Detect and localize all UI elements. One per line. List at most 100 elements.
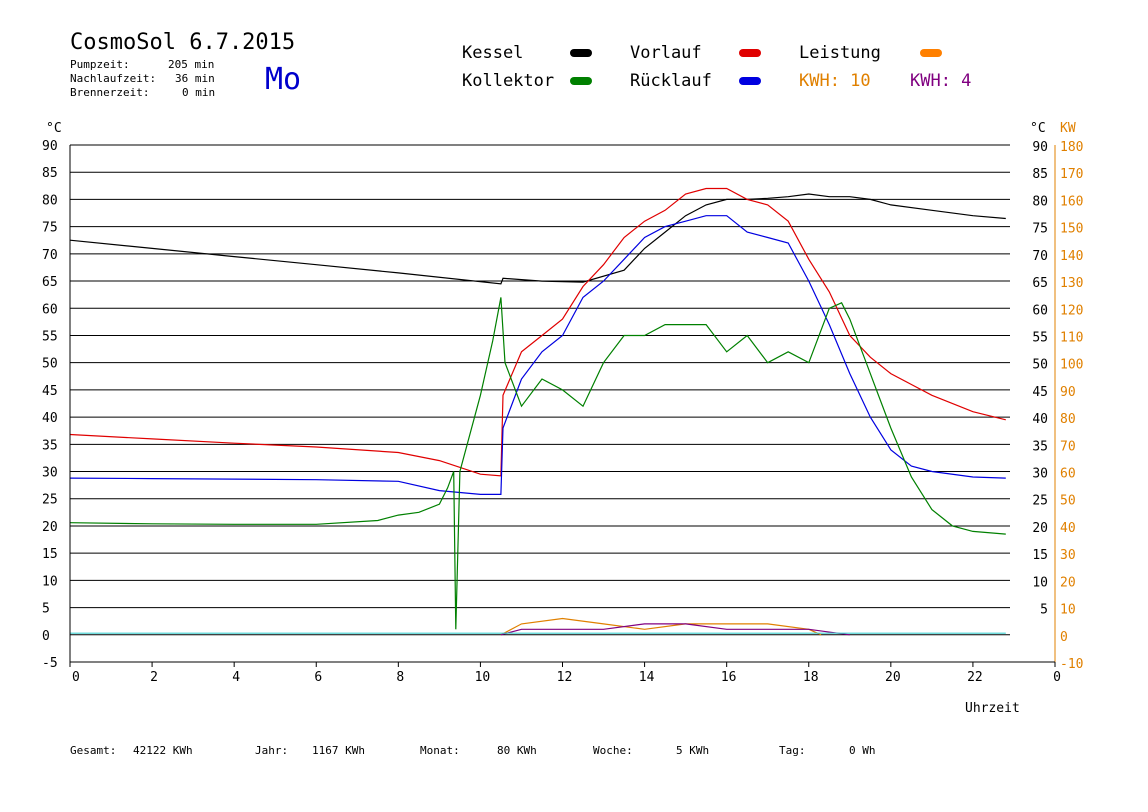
y-right-power-tick-label: 0 xyxy=(1060,630,1068,645)
y-right-temp-tick-label: 20 xyxy=(1032,521,1048,536)
y-right-temp-tick-label: 45 xyxy=(1032,385,1048,400)
x-tick-label: 2 xyxy=(150,670,158,685)
x-tick-label: 4 xyxy=(232,670,240,685)
y-right-power-tick-label: 140 xyxy=(1060,249,1083,264)
y-tick-label: -5 xyxy=(42,656,58,671)
y-right-temp-tick-label: 10 xyxy=(1032,575,1048,590)
y-tick-label: 85 xyxy=(42,166,58,181)
y-tick-label: 35 xyxy=(42,438,58,453)
x-tick-label: 0 xyxy=(72,670,80,685)
page-title: CosmoSol 6.7.2015 xyxy=(70,30,296,55)
stat-value-brennerzeit: 0 min xyxy=(182,86,216,99)
footer-gesamt-label: Gesamt: xyxy=(70,744,117,757)
y-right-power-tick-label: 130 xyxy=(1060,276,1083,291)
y-right-power-tick-label: 110 xyxy=(1060,330,1083,345)
y-right-power-tick-label: 20 xyxy=(1060,575,1076,590)
stat-label-pumpzeit: Pumpzeit: xyxy=(70,58,130,71)
x-tick-label: 12 xyxy=(557,670,573,685)
legend-leistung-label: Leistung xyxy=(799,43,881,63)
legend-vorlauf-swatch xyxy=(739,49,761,57)
temperature-chart: 0 2 4 6 8 10 12 14 16 18 20 22 0-5051015202530354045… xyxy=(42,121,1083,685)
y-right-temp-unit: °C xyxy=(1030,121,1046,136)
y-right-temp-tick-label: 15 xyxy=(1032,548,1048,563)
footer-gesamt-value: 42122 KWh xyxy=(133,744,193,757)
footer-jahr-label: Jahr: xyxy=(255,744,289,757)
y-tick-label: 50 xyxy=(42,357,58,372)
legend-ruecklauf-label: Rücklauf xyxy=(630,71,712,91)
y-right-temp-tick-label: 85 xyxy=(1032,167,1048,182)
y-tick-label: 80 xyxy=(42,193,58,208)
y-tick-label: 30 xyxy=(42,466,58,481)
y-right-power-tick-label: 80 xyxy=(1060,412,1076,427)
legend-leistung-swatch xyxy=(920,49,942,57)
y-tick-label: 40 xyxy=(42,411,58,426)
stat-value-pumpzeit: 205 min xyxy=(168,58,215,71)
footer-woche-label: Woche: xyxy=(593,744,633,757)
x-tick-label: 6 xyxy=(314,670,322,685)
footer-jahr-value: 1167 KWh xyxy=(312,744,365,757)
series-line-5 xyxy=(500,623,850,636)
y-tick-label: 15 xyxy=(42,547,58,562)
y-right-power-tick-label: 160 xyxy=(1060,194,1083,209)
y-tick-label: 10 xyxy=(42,574,58,589)
legend-ruecklauf-swatch xyxy=(739,77,761,85)
series-line-2 xyxy=(69,215,1006,495)
footer-woche-value: 5 KWh xyxy=(676,744,710,757)
y-tick-label: 90 xyxy=(42,139,58,154)
y-right-power-tick-label: 40 xyxy=(1060,521,1076,536)
legend-kessel-swatch xyxy=(570,49,592,57)
footer-monat-value: 80 KWh xyxy=(497,744,537,757)
x-tick-label: 14 xyxy=(639,670,655,685)
y-tick-label: 60 xyxy=(42,302,58,317)
legend-kessel-label: Kessel xyxy=(462,43,524,63)
y-tick-label: 75 xyxy=(42,221,58,236)
y-right-power-tick-label: 90 xyxy=(1060,385,1076,400)
y-right-power-tick-label: 120 xyxy=(1060,303,1083,318)
stat-value-nachlaufzeit: 36 min xyxy=(175,72,215,85)
y-tick-label: 45 xyxy=(42,384,58,399)
y-right-temp-tick-label: 25 xyxy=(1032,494,1048,509)
footer-tag-label: Tag: xyxy=(779,744,806,757)
y-tick-label: 5 xyxy=(42,602,50,617)
y-tick-label: 0 xyxy=(42,629,50,644)
legend-kollektor-label: Kollektor xyxy=(462,71,555,91)
x-axis-label: Uhrzeit xyxy=(965,701,1020,716)
y-right-power-tick-label: 10 xyxy=(1060,603,1076,618)
legend-vorlauf-label: Vorlauf xyxy=(630,43,702,63)
y-tick-label: 65 xyxy=(42,275,58,290)
y-right-power-tick-label: 50 xyxy=(1060,494,1076,509)
y-right-power-tick-label: 150 xyxy=(1060,222,1083,237)
y-right-temp-tick-label: 60 xyxy=(1032,303,1048,318)
y-right-temp-tick-label: 50 xyxy=(1032,358,1048,373)
y-tick-label: 70 xyxy=(42,248,58,263)
y-tick-label: 55 xyxy=(42,329,58,344)
y-right-power-tick-label: 60 xyxy=(1060,467,1076,482)
y-right-temp-tick-label: 55 xyxy=(1032,330,1048,345)
y-right-temp-tick-label: 40 xyxy=(1032,412,1048,427)
footer-monat-label: Monat: xyxy=(420,744,460,757)
x-tick-label: 20 xyxy=(885,670,901,685)
y-right-power-tick-label: 30 xyxy=(1060,548,1076,563)
y-right-temp-tick-label: 80 xyxy=(1032,194,1048,209)
series-line-0 xyxy=(69,193,1006,285)
y-right-power-tick-label: 100 xyxy=(1060,358,1083,373)
legend-kwh2-label: KWH: 4 xyxy=(910,71,972,91)
x-tick-label: 18 xyxy=(803,670,819,685)
y-tick-label: 20 xyxy=(42,520,58,535)
x-tick-label: 16 xyxy=(721,670,737,685)
y-right-power-tick-label: -10 xyxy=(1060,657,1083,672)
y-right-power-tick-label: 180 xyxy=(1060,140,1083,155)
stat-label-nachlaufzeit: Nachlaufzeit: xyxy=(70,72,157,85)
y-right-power-tick-label: 170 xyxy=(1060,167,1083,182)
series-line-1 xyxy=(69,187,1006,477)
y-right-power-unit: KW xyxy=(1060,121,1076,136)
x-tick-label: 0 xyxy=(1053,670,1061,685)
weekday-label: Mo xyxy=(265,62,302,97)
legend-kollektor-swatch xyxy=(570,77,592,85)
y-tick-label: 25 xyxy=(42,493,58,508)
y-right-power-tick-label: 70 xyxy=(1060,439,1076,454)
y-right-temp-tick-label: 75 xyxy=(1032,222,1048,237)
x-tick-label: 8 xyxy=(396,670,404,685)
y-left-unit: °C xyxy=(46,121,62,136)
y-right-temp-tick-label: 90 xyxy=(1032,140,1048,155)
